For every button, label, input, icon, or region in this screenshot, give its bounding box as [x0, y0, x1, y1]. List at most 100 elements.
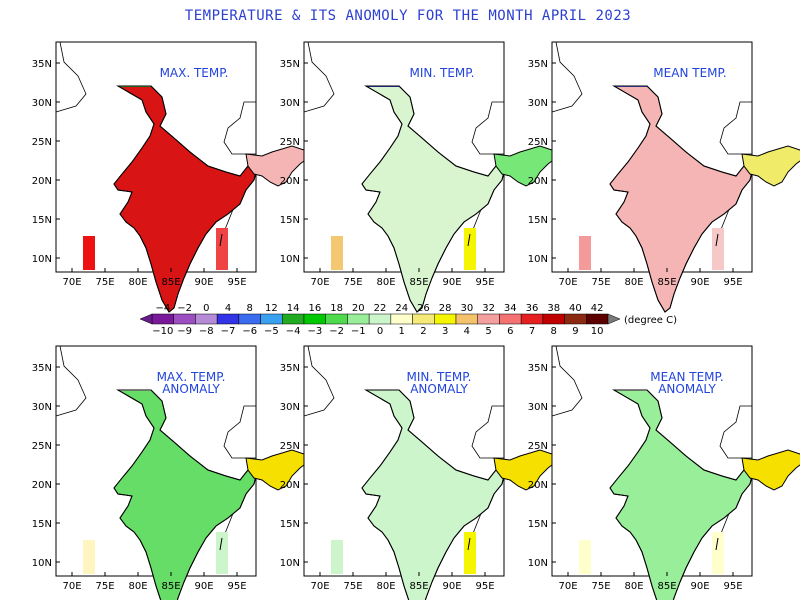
lon-tick-label: 70E — [310, 581, 329, 592]
lon-tick-label: 85E — [409, 277, 428, 288]
coastline-west — [551, 345, 583, 417]
andaman-nicobar-field — [216, 532, 228, 574]
lakshadweep-field — [83, 540, 95, 574]
map-panel-5: MIN. TEMP.ANOMALY 35N 30N 25N 20N 15N 10N 70E 75… — [280, 345, 557, 600]
lat-tick-label: 35N — [528, 59, 548, 70]
lon-tick-label: 80E — [376, 277, 395, 288]
lat-tick-label: 35N — [528, 363, 548, 374]
colorbar-bottom-label: −6 — [242, 326, 257, 337]
map-panel-2: MIN. TEMP. 35N 30N 25N 20N 15N 10N 70E 75E 80E 85E… — [280, 41, 557, 313]
colorbar-swatch — [542, 313, 565, 325]
colorbar-unit: (degree C) — [624, 315, 677, 326]
lon-tick-label: 95E — [723, 277, 742, 288]
lon-tick-label: 90E — [690, 277, 709, 288]
lon-tick-label: 85E — [161, 581, 180, 592]
lon-tick-label: 90E — [442, 581, 461, 592]
lat-tick-label: 20N — [528, 176, 548, 187]
lon-tick-label: 80E — [624, 277, 643, 288]
colorbar-top-label: 36 — [526, 303, 539, 314]
lat-tick-label: 20N — [32, 480, 52, 491]
lat-tick-label: 25N — [280, 441, 300, 452]
colorbar-swatch — [368, 313, 392, 325]
lat-tick-label: 15N — [280, 215, 300, 226]
colorbar-bottom-label: −7 — [221, 326, 236, 337]
lon-tick-label: 95E — [723, 581, 742, 592]
colorbar-right-arrow — [607, 313, 621, 325]
lat-tick-label: 20N — [32, 176, 52, 187]
lat-tick-label: 35N — [280, 363, 300, 374]
coastline-west — [303, 41, 335, 113]
colorbar-top-label: 42 — [591, 303, 604, 314]
lon-tick-label: 75E — [591, 277, 610, 288]
colorbar-top-label: 8 — [247, 303, 253, 314]
colorbar-top-label: 18 — [330, 303, 343, 314]
colorbar-top-label: 4 — [225, 303, 231, 314]
colorbar-top-label: 32 — [482, 303, 495, 314]
andaman-islands-outline — [219, 537, 223, 551]
colorbar-top-label: 14 — [287, 303, 300, 314]
andaman-islands-outline — [467, 537, 471, 551]
coastline-east — [223, 101, 256, 155]
lakshadweep-field — [579, 540, 591, 574]
lat-tick-label: 30N — [32, 98, 52, 109]
lat-tick-label: 25N — [528, 137, 548, 148]
colorbar-bottom-label: 7 — [529, 326, 535, 337]
lat-tick-label: 35N — [32, 363, 52, 374]
lat-tick-label: 25N — [280, 137, 300, 148]
lat-tick-label: 30N — [32, 402, 52, 413]
colorbar-swatch — [586, 313, 609, 325]
colorbar-top-label: 22 — [374, 303, 387, 314]
colorbar-top-label: 30 — [460, 303, 473, 314]
colorbar-bottom-label: 8 — [551, 326, 557, 337]
colorbar-swatch — [412, 313, 435, 325]
lon-tick-label: 90E — [194, 277, 213, 288]
lat-tick-label: 10N — [32, 558, 52, 569]
panel-label: MAX. TEMP. — [157, 370, 226, 384]
colorbar-top-label: 38 — [547, 303, 560, 314]
colorbar-bottom-label: 5 — [485, 326, 491, 337]
lakshadweep-field — [579, 236, 591, 270]
lon-tick-label: 75E — [591, 581, 610, 592]
lat-tick-label: 15N — [528, 215, 548, 226]
lat-tick-label: 10N — [528, 558, 548, 569]
map-panel-1: MAX. TEMP. 35N 30N 25N 20N 15N 10N 70E 75E 80E 85E… — [32, 41, 309, 313]
lon-tick-label: 95E — [475, 581, 494, 592]
panel-label-line2: ANOMALY — [162, 382, 220, 396]
lon-tick-label: 75E — [95, 581, 114, 592]
lon-tick-label: 85E — [657, 581, 676, 592]
lon-tick-label: 85E — [161, 277, 180, 288]
colorbar-swatch — [238, 313, 261, 325]
lat-tick-label: 30N — [528, 402, 548, 413]
colorbar-swatch — [195, 313, 218, 325]
colorbar-bottom-label: −9 — [177, 326, 192, 337]
colorbar-swatch — [151, 313, 174, 325]
lat-tick-label: 10N — [528, 254, 548, 265]
map-panel-4: MAX. TEMP.ANOMALY 35N 30N 25N 20N 15N 10N 70E 75… — [32, 345, 309, 600]
lon-tick-label: 95E — [475, 277, 494, 288]
colorbar-bottom-label: −8 — [199, 326, 214, 337]
colorbar-top-label: −2 — [177, 303, 192, 314]
map-panel-6: MEAN TEMP.ANOMALY 35N 30N 25N 20N 15N 10N 70E 75… — [528, 345, 800, 600]
colorbar-bottom-label: 2 — [420, 326, 426, 337]
lakshadweep-field — [331, 540, 343, 574]
colorbar-top-label: 12 — [265, 303, 278, 314]
colorbar-swatch — [282, 313, 305, 325]
lon-tick-label: 70E — [558, 581, 577, 592]
colorbar-top-label: 26 — [417, 303, 430, 314]
andaman-islands-outline — [715, 537, 719, 551]
panel-label: MIN. TEMP. — [407, 370, 472, 384]
colorbar-swatch — [520, 313, 544, 325]
andaman-nicobar-field — [712, 532, 724, 574]
panel-label: MEAN TEMP. — [653, 66, 726, 80]
colorbar-swatch — [477, 313, 500, 325]
colorbar-bottom-label: 3 — [442, 326, 448, 337]
colorbar-swatch — [390, 313, 413, 325]
coastline-west — [551, 41, 583, 113]
colorbar-swatch — [434, 313, 457, 325]
colorbar-top-label: 28 — [439, 303, 452, 314]
lat-tick-label: 25N — [528, 441, 548, 452]
colorbar-top-label: 16 — [308, 303, 321, 314]
colorbar-bottom-label: −5 — [264, 326, 279, 337]
colorbar-swatch — [173, 313, 196, 325]
lat-tick-label: 10N — [280, 558, 300, 569]
